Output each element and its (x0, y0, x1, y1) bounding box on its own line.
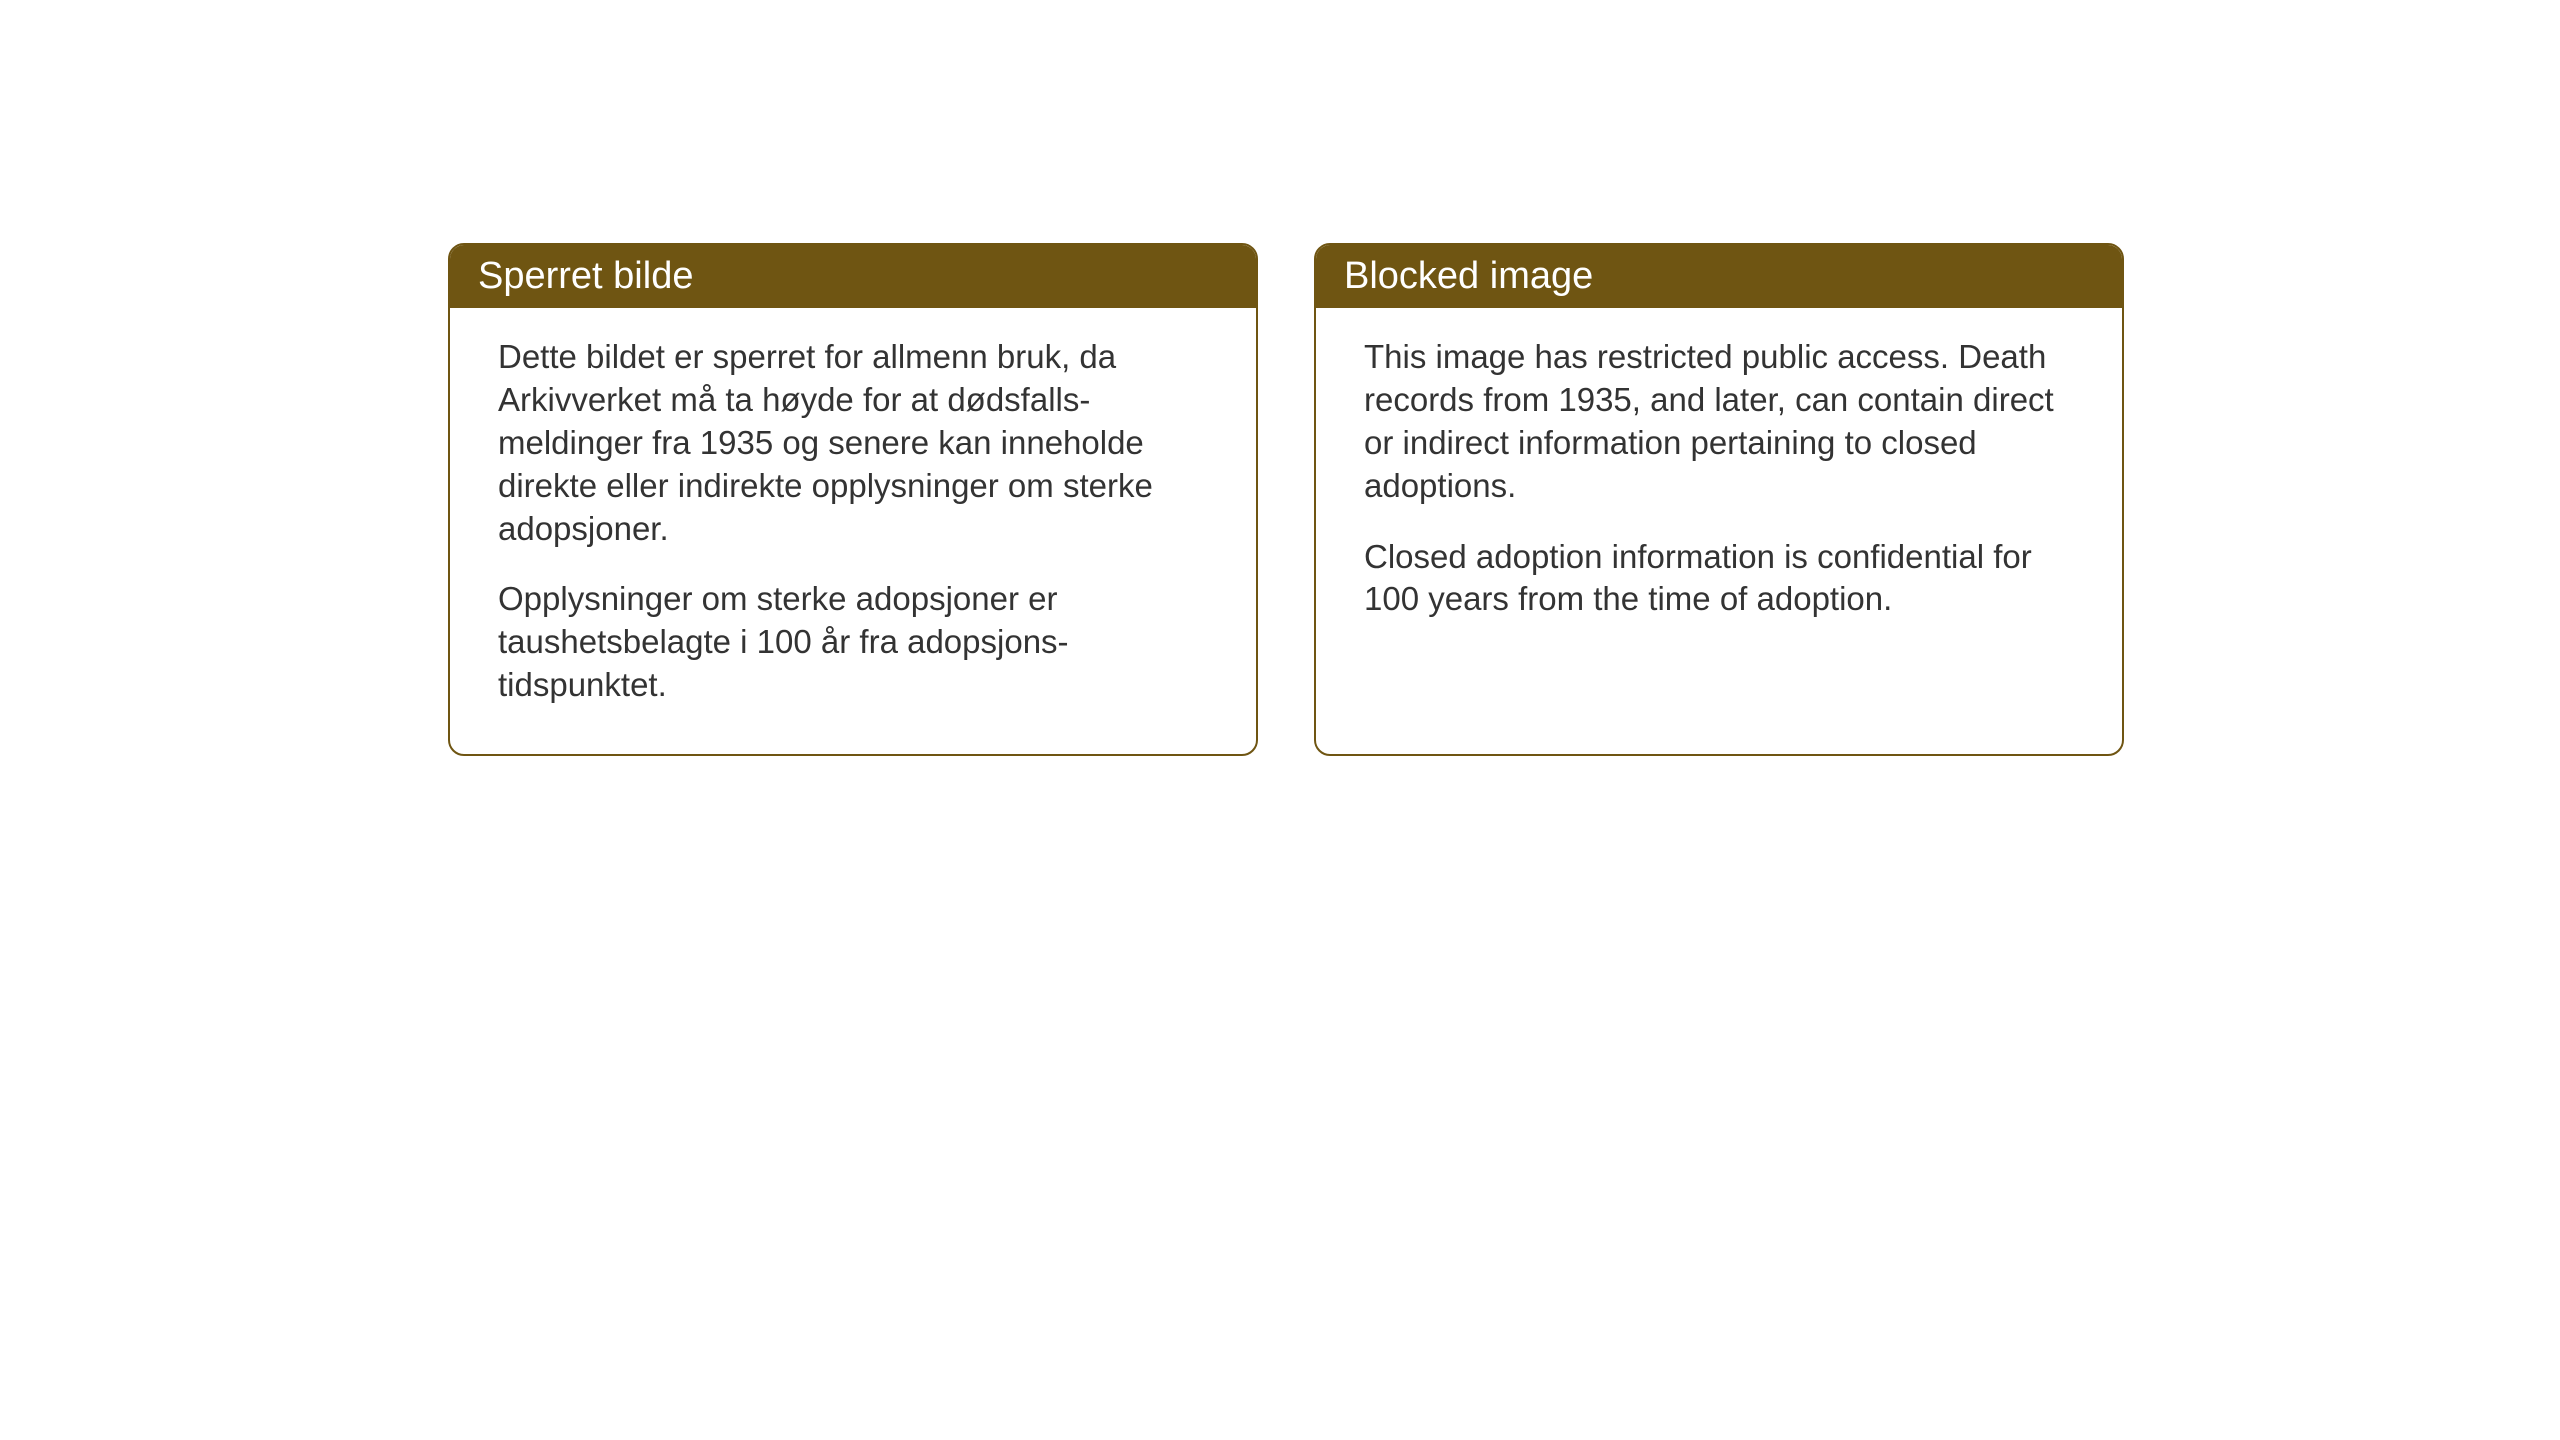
card-title-english: Blocked image (1344, 255, 1593, 297)
card-paragraph-1-english: This image has restricted public access.… (1364, 336, 2074, 508)
notice-card-norwegian: Sperret bilde Dette bildet er sperret fo… (448, 243, 1258, 756)
card-header-english: Blocked image (1316, 245, 2122, 308)
card-paragraph-2-norwegian: Opplysninger om sterke adopsjoner er tau… (498, 578, 1208, 707)
card-paragraph-2-english: Closed adoption information is confident… (1364, 536, 2074, 622)
card-body-norwegian: Dette bildet er sperret for allmenn bruk… (450, 308, 1256, 739)
card-body-english: This image has restricted public access.… (1316, 308, 2122, 653)
card-paragraph-1-norwegian: Dette bildet er sperret for allmenn bruk… (498, 336, 1208, 550)
card-title-norwegian: Sperret bilde (478, 255, 693, 297)
notice-cards-container: Sperret bilde Dette bildet er sperret fo… (448, 243, 2124, 756)
notice-card-english: Blocked image This image has restricted … (1314, 243, 2124, 756)
card-header-norwegian: Sperret bilde (450, 245, 1256, 308)
